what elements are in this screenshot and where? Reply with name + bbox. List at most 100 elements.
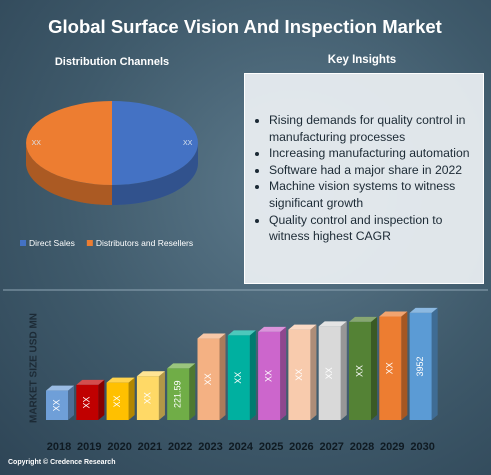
bar-value-label: XX bbox=[385, 362, 395, 374]
pie-label: XX bbox=[32, 140, 42, 147]
bar-side bbox=[401, 311, 408, 420]
bar bbox=[349, 321, 371, 420]
pie-title: Distribution Channels bbox=[55, 56, 169, 68]
insight-item: Software had a major share in 2022 bbox=[269, 162, 477, 179]
bar-value-label: 3952 bbox=[415, 356, 425, 376]
bar-top bbox=[227, 330, 256, 336]
bar-top-shade bbox=[197, 333, 226, 339]
bar bbox=[76, 384, 99, 420]
bar-side-shade bbox=[189, 363, 196, 420]
bar-top bbox=[258, 326, 287, 332]
legend-swatch bbox=[86, 240, 93, 246]
bar-top-shade bbox=[288, 324, 317, 330]
bar-side bbox=[340, 321, 347, 420]
pie-side-shade bbox=[112, 143, 198, 205]
bar-side-shade bbox=[128, 377, 135, 420]
bar bbox=[288, 329, 311, 420]
bar-side-shade bbox=[431, 307, 438, 420]
pie-side-shade bbox=[26, 143, 112, 205]
pie-side bbox=[26, 143, 112, 205]
bar-side bbox=[128, 377, 135, 420]
x-tick-label: 2019 bbox=[77, 441, 101, 453]
bar-value-label: XX bbox=[142, 392, 152, 404]
bar-side bbox=[158, 371, 165, 420]
bar-side bbox=[189, 363, 196, 420]
insights-list: Rising demands for quality control in ma… bbox=[257, 112, 477, 245]
bar-side bbox=[431, 307, 438, 420]
bar bbox=[227, 335, 250, 420]
x-tick-label: 2022 bbox=[168, 441, 192, 453]
bar-side bbox=[310, 324, 317, 420]
x-tick-label: 2027 bbox=[319, 441, 343, 453]
x-tick-label: 2023 bbox=[198, 441, 222, 453]
bar-top-shade bbox=[136, 371, 165, 377]
bar-value-label: XX bbox=[263, 370, 273, 382]
insight-item: Increasing manufacturing automation bbox=[269, 145, 477, 162]
footer: Copyright © Credence Research bbox=[8, 458, 115, 466]
insight-item: Machine vision systems to witness signif… bbox=[269, 178, 477, 211]
bar-value-label: XX bbox=[51, 399, 61, 411]
bar-top bbox=[167, 363, 196, 369]
insights-panel: Rising demands for quality control in ma… bbox=[244, 73, 484, 284]
x-tick-label: 2018 bbox=[47, 441, 71, 453]
bar-value-label: XX bbox=[203, 373, 213, 385]
bar-top bbox=[379, 311, 408, 317]
bar bbox=[318, 326, 341, 420]
bar-top-shade bbox=[349, 316, 377, 322]
bar-side bbox=[98, 379, 105, 420]
bar-side-shade bbox=[158, 371, 165, 420]
bar-value-label: XX bbox=[294, 369, 304, 381]
x-tick-label: 2024 bbox=[229, 441, 254, 453]
x-tick-label: 2028 bbox=[350, 441, 374, 453]
bar-side bbox=[371, 316, 377, 420]
bar-value-label: XX bbox=[354, 365, 364, 377]
bar-side-shade bbox=[68, 385, 74, 420]
bar-top-shade bbox=[258, 326, 287, 332]
bar-value-label: XX bbox=[112, 395, 122, 407]
bar-value-label: 221.59 bbox=[173, 380, 183, 408]
bar bbox=[409, 312, 432, 420]
x-tick-label: 2029 bbox=[380, 441, 404, 453]
bar-side bbox=[280, 326, 287, 420]
y-axis-label: MARKET SIZE USD MN bbox=[29, 313, 40, 423]
bar-side-shade bbox=[249, 330, 256, 420]
x-tick-label: 2030 bbox=[410, 441, 434, 453]
pie-slice bbox=[26, 101, 113, 185]
bar-side-shade bbox=[98, 379, 105, 420]
bar-side-shade bbox=[310, 324, 317, 420]
bar-top bbox=[288, 324, 317, 330]
bar-top-shade bbox=[106, 377, 135, 383]
bar-top-shade bbox=[409, 307, 438, 313]
bar-value-label: XX bbox=[233, 372, 243, 384]
bar-top-shade bbox=[76, 379, 105, 385]
insight-item: Quality control and inspection to witnes… bbox=[269, 212, 477, 245]
bar-top bbox=[318, 321, 347, 327]
bar-top bbox=[409, 307, 438, 313]
bar bbox=[258, 331, 281, 420]
legend-label: Direct Sales bbox=[29, 238, 75, 248]
bar-side-shade bbox=[340, 321, 347, 420]
bar-top bbox=[349, 316, 377, 322]
legend-label: Distributors and Resellers bbox=[96, 238, 193, 248]
bar-top-shade bbox=[227, 330, 256, 336]
bar bbox=[379, 316, 402, 420]
bar-side-shade bbox=[401, 311, 408, 420]
bar bbox=[136, 376, 159, 420]
title: Global Surface Vision And Inspection Mar… bbox=[48, 16, 442, 37]
bar-top bbox=[197, 333, 226, 339]
bar-side-shade bbox=[371, 316, 377, 420]
pie-slice bbox=[112, 101, 198, 185]
bar-side-shade bbox=[280, 326, 287, 420]
bar-side bbox=[68, 385, 74, 420]
bar-top-shade bbox=[167, 363, 196, 369]
x-tick-label: 2025 bbox=[259, 441, 283, 453]
bar-side bbox=[249, 330, 256, 420]
x-tick-label: 2026 bbox=[289, 441, 313, 453]
insight-item: Rising demands for quality control in ma… bbox=[269, 112, 477, 145]
bar bbox=[167, 368, 190, 420]
bar bbox=[197, 338, 220, 420]
insights-heading: Key Insights bbox=[328, 54, 396, 66]
legend-swatch bbox=[20, 240, 26, 246]
x-tick-label: 2020 bbox=[107, 441, 131, 453]
